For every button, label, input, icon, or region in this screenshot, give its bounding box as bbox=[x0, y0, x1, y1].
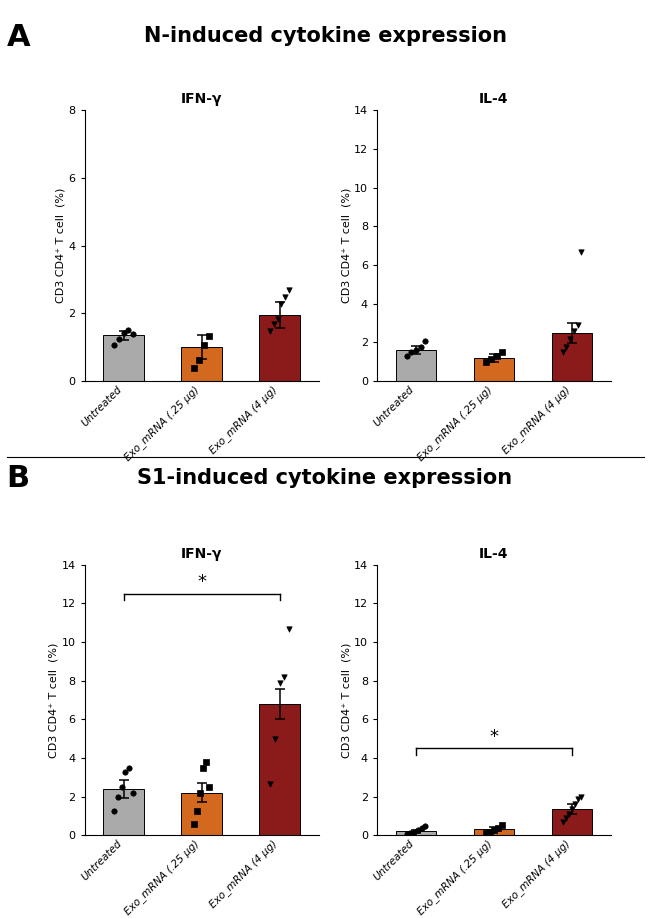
Point bbox=[199, 338, 209, 353]
Y-axis label: CD3 CD4⁺ T cell  (%): CD3 CD4⁺ T cell (%) bbox=[341, 188, 351, 303]
Text: *: * bbox=[489, 728, 499, 745]
Point bbox=[573, 791, 584, 806]
Point bbox=[194, 353, 204, 367]
Point bbox=[576, 789, 586, 804]
Point bbox=[493, 821, 503, 835]
Point bbox=[417, 821, 427, 835]
Point bbox=[109, 803, 120, 818]
Point bbox=[564, 807, 574, 822]
Point bbox=[268, 317, 279, 331]
Point bbox=[265, 777, 276, 791]
Text: B: B bbox=[6, 464, 30, 493]
Point bbox=[283, 621, 294, 636]
Bar bbox=[103, 789, 144, 835]
Title: IFN-γ: IFN-γ bbox=[181, 92, 222, 106]
Point bbox=[127, 327, 138, 341]
Point bbox=[567, 801, 577, 816]
Point bbox=[274, 676, 285, 690]
Y-axis label: CD3 CD4⁺ T cell  (%): CD3 CD4⁺ T cell (%) bbox=[55, 188, 66, 303]
Point bbox=[489, 823, 499, 837]
Bar bbox=[181, 347, 222, 381]
Point bbox=[272, 312, 283, 327]
Point bbox=[127, 786, 138, 800]
Point bbox=[411, 342, 421, 357]
Point bbox=[116, 780, 127, 795]
Point bbox=[560, 811, 571, 825]
Point bbox=[573, 318, 583, 332]
Point bbox=[118, 326, 129, 341]
Bar bbox=[103, 335, 144, 381]
Title: IFN-γ: IFN-γ bbox=[181, 546, 222, 561]
Text: *: * bbox=[197, 573, 206, 591]
Point bbox=[420, 818, 430, 833]
Point bbox=[406, 344, 417, 359]
Point bbox=[558, 345, 568, 360]
Point bbox=[192, 803, 202, 818]
Point bbox=[570, 797, 580, 812]
Point bbox=[204, 780, 214, 795]
Point bbox=[123, 323, 133, 338]
Point bbox=[276, 297, 287, 311]
Point bbox=[481, 826, 491, 841]
Point bbox=[188, 361, 199, 375]
Bar bbox=[396, 831, 436, 835]
Point bbox=[124, 761, 135, 776]
Point bbox=[265, 323, 276, 338]
Point bbox=[279, 670, 289, 685]
Point bbox=[415, 339, 426, 353]
Point bbox=[485, 824, 495, 839]
Point bbox=[558, 815, 568, 830]
Point bbox=[576, 244, 586, 259]
Point bbox=[420, 333, 430, 348]
Bar bbox=[552, 332, 592, 381]
Point bbox=[280, 290, 291, 305]
Bar bbox=[181, 793, 222, 835]
Point bbox=[283, 283, 294, 297]
Point bbox=[486, 352, 497, 366]
Y-axis label: CD3 CD4⁺ T cell  (%): CD3 CD4⁺ T cell (%) bbox=[341, 643, 351, 757]
Point bbox=[491, 349, 502, 364]
Point bbox=[569, 324, 579, 339]
Point bbox=[195, 786, 205, 800]
Point bbox=[409, 824, 419, 839]
Point bbox=[497, 344, 507, 359]
Point bbox=[565, 331, 575, 346]
Bar bbox=[552, 810, 592, 835]
Text: A: A bbox=[6, 23, 30, 52]
Bar bbox=[474, 829, 514, 835]
Point bbox=[112, 789, 123, 804]
Point bbox=[109, 338, 120, 353]
Bar bbox=[396, 350, 436, 381]
Point bbox=[120, 765, 131, 779]
Text: S1-induced cytokine expression: S1-induced cytokine expression bbox=[137, 468, 513, 488]
Point bbox=[405, 825, 415, 840]
Point bbox=[402, 827, 412, 842]
Point bbox=[561, 339, 571, 353]
Point bbox=[402, 349, 412, 364]
Title: IL-4: IL-4 bbox=[479, 92, 509, 106]
Title: IL-4: IL-4 bbox=[479, 546, 509, 561]
Point bbox=[204, 329, 214, 343]
Point bbox=[201, 755, 211, 769]
Bar bbox=[259, 315, 300, 381]
Y-axis label: CD3 CD4⁺ T cell  (%): CD3 CD4⁺ T cell (%) bbox=[49, 643, 58, 757]
Bar bbox=[259, 704, 300, 835]
Point bbox=[270, 732, 280, 746]
Point bbox=[413, 823, 423, 837]
Point bbox=[114, 331, 124, 346]
Point bbox=[481, 354, 491, 369]
Point bbox=[198, 761, 208, 776]
Bar bbox=[474, 358, 514, 381]
Point bbox=[188, 817, 199, 832]
Point bbox=[497, 817, 507, 832]
Text: N-induced cytokine expression: N-induced cytokine expression bbox=[144, 26, 506, 46]
